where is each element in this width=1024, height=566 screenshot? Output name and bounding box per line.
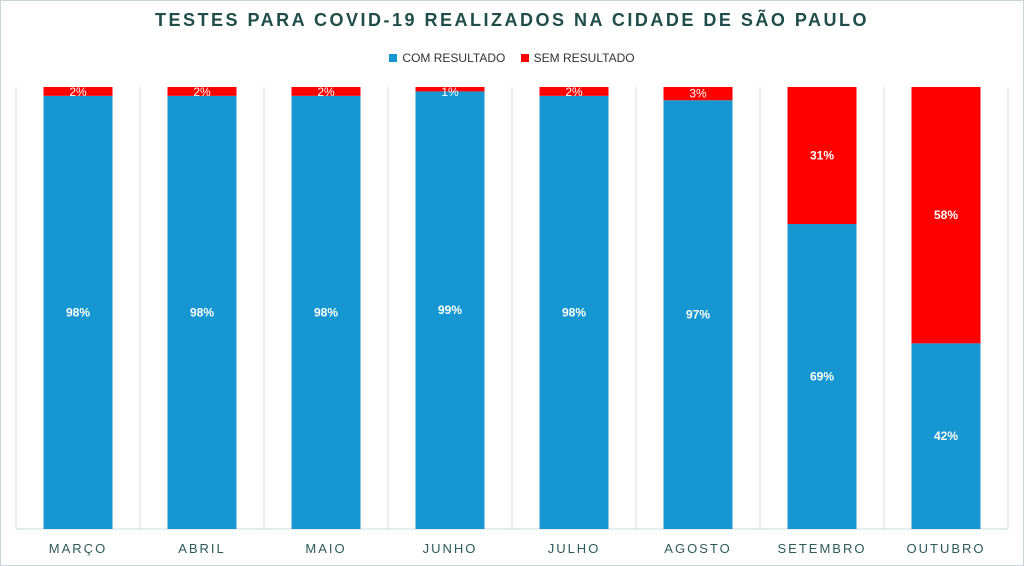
bar-sem-resultado [911, 87, 981, 344]
legend: COM RESULTADO SEM RESULTADO [0, 51, 1024, 65]
chart-title: TESTES PARA COVID-19 REALIZADOS NA CIDAD… [154, 10, 870, 30]
legend-label: COM RESULTADO [402, 51, 506, 65]
bar-com-resultado [663, 100, 733, 529]
data-label-com-resultado: 42% [934, 429, 958, 443]
bar-sem-resultado [43, 87, 113, 96]
bar-com-resultado [167, 95, 237, 529]
legend-swatch [520, 54, 529, 62]
x-tick-label: ABRIL [178, 541, 226, 556]
data-label-sem-resultado: 2% [565, 85, 583, 99]
x-tick-label: AGOSTO [664, 541, 731, 556]
data-label-com-resultado: 97% [686, 308, 710, 322]
x-tick-label: SETEMBRO [778, 541, 867, 556]
bar-sem-resultado [663, 87, 733, 101]
bar-sem-resultado [415, 87, 485, 92]
data-label-sem-resultado: 31% [810, 149, 834, 163]
bar-com-resultado [43, 95, 113, 529]
bar-com-resultado [539, 95, 609, 529]
bar-com-resultado [291, 95, 361, 529]
legend-item-sem-resultado: SEM RESULTADO [520, 51, 635, 65]
data-label-com-resultado: 98% [190, 305, 214, 319]
data-label-com-resultado: 99% [438, 303, 462, 317]
bar-com-resultado [911, 343, 981, 529]
x-tick-label: MAIO [305, 541, 346, 556]
data-label-com-resultado: 69% [810, 370, 834, 384]
data-label-com-resultado: 98% [314, 305, 338, 319]
bar-com-resultado [787, 224, 857, 529]
data-label-sem-resultado: 2% [193, 85, 211, 99]
x-tick-label: JUNHO [423, 541, 478, 556]
data-label-sem-resultado: 3% [689, 87, 707, 101]
data-label-sem-resultado: 1% [441, 85, 459, 99]
data-label-sem-resultado: 2% [317, 85, 335, 99]
bar-sem-resultado [167, 87, 237, 96]
bar-sem-resultado [787, 87, 857, 225]
bar-com-resultado [415, 91, 485, 530]
x-tick-label: MARÇO [49, 541, 107, 556]
x-tick-label: JULHO [548, 541, 601, 556]
data-label-com-resultado: 98% [562, 305, 586, 319]
bar-sem-resultado [539, 87, 609, 96]
data-label-com-resultado: 98% [66, 305, 90, 319]
data-label-sem-resultado: 2% [69, 85, 87, 99]
legend-item-com-resultado: COM RESULTADO [389, 51, 505, 65]
data-label-sem-resultado: 58% [934, 208, 958, 222]
bar-sem-resultado [291, 87, 361, 96]
x-tick-label: OUTUBRO [907, 541, 986, 556]
legend-label: SEM RESULTADO [533, 51, 635, 65]
legend-swatch [389, 54, 398, 62]
